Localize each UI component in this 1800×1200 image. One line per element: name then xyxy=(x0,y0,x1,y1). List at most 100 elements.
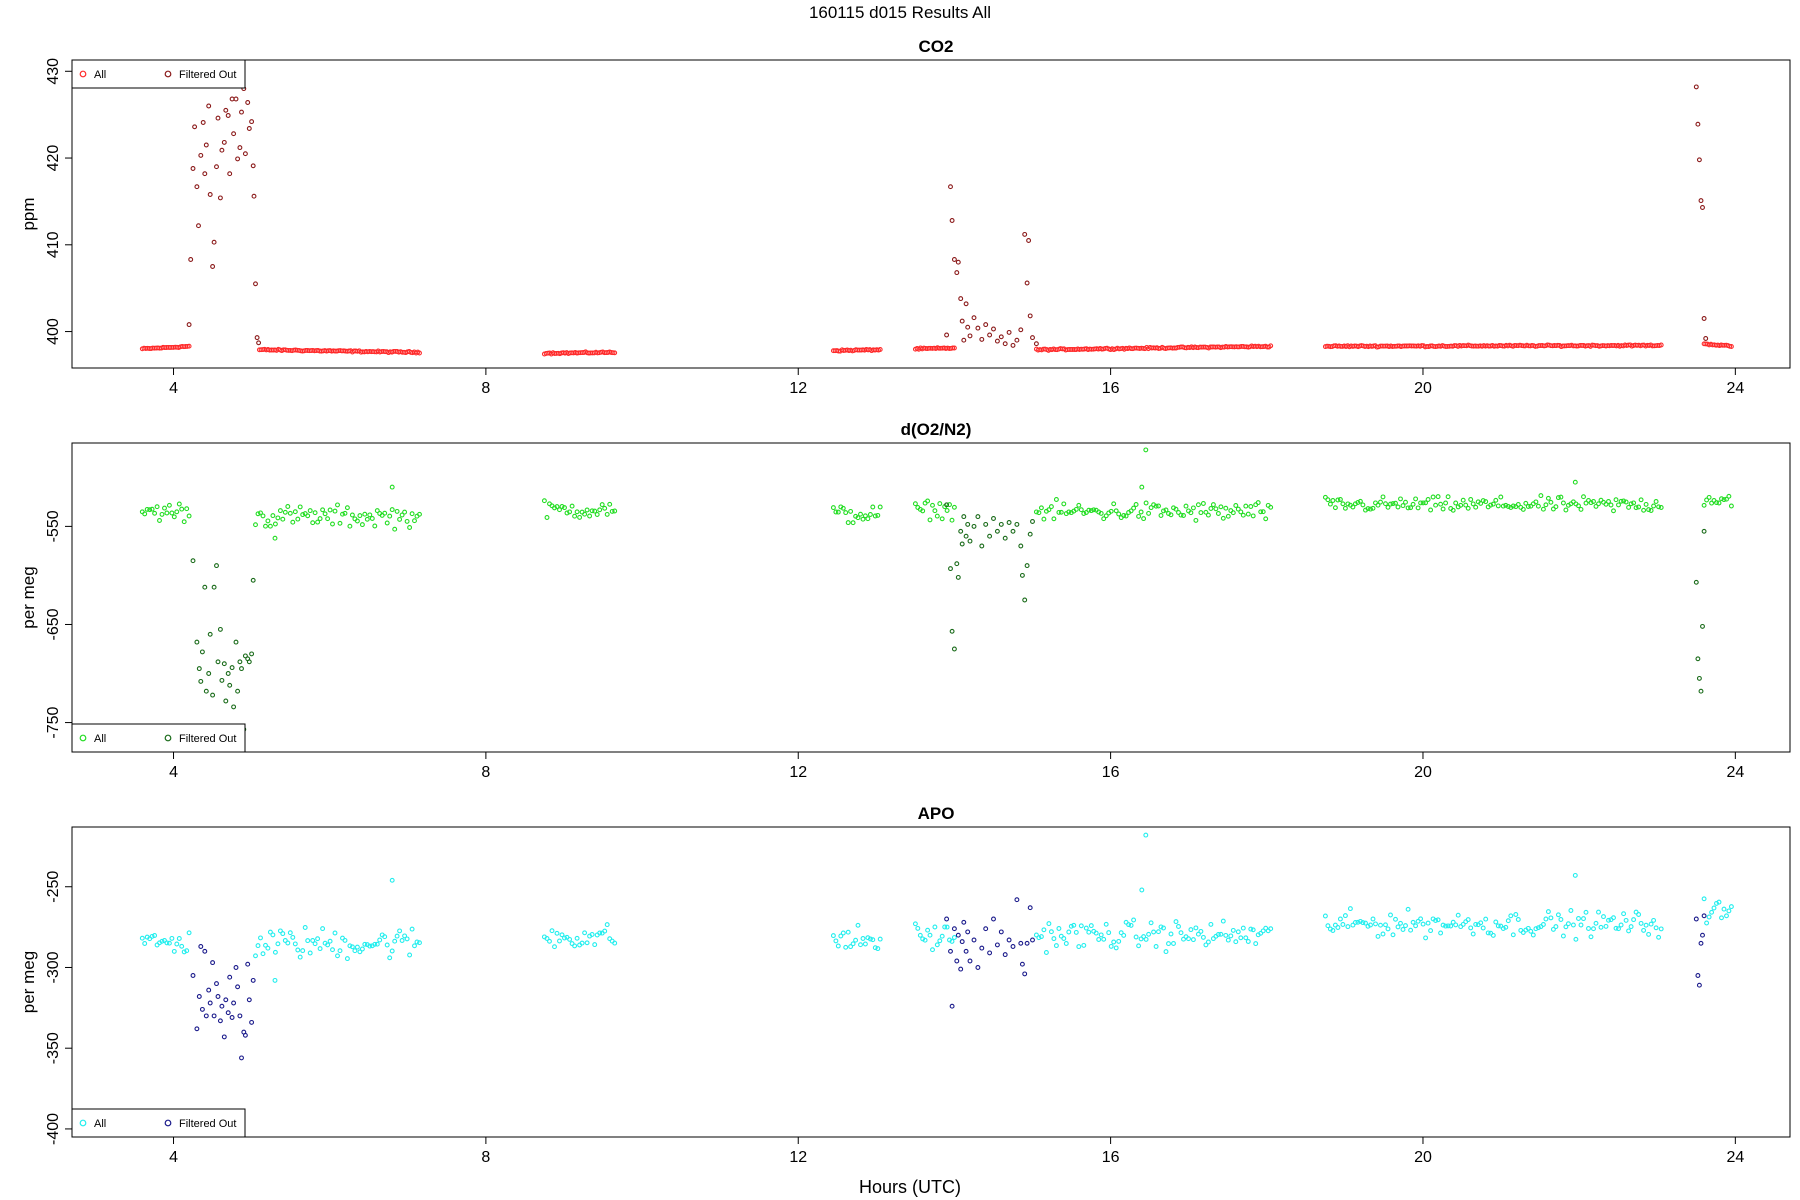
data-point xyxy=(991,916,996,922)
data-point xyxy=(1728,503,1734,509)
data-point xyxy=(1046,507,1052,513)
data-point xyxy=(1228,933,1234,939)
data-point xyxy=(1225,937,1231,943)
data-point xyxy=(392,526,398,532)
data-point xyxy=(1572,872,1578,878)
data-point xyxy=(320,507,326,513)
data-point xyxy=(1483,916,1489,922)
data-point xyxy=(1453,500,1459,506)
data-point xyxy=(1478,500,1484,506)
x-tick-label: 12 xyxy=(789,1149,807,1166)
data-point xyxy=(186,930,192,936)
data-point xyxy=(347,943,353,949)
data-point xyxy=(1066,509,1072,515)
data-point xyxy=(1116,511,1122,517)
data-point xyxy=(404,518,410,524)
data-point xyxy=(843,510,849,516)
data-point xyxy=(242,151,248,157)
data-point xyxy=(1245,939,1251,944)
data-point xyxy=(971,523,977,529)
data-point xyxy=(848,508,854,514)
data-point xyxy=(994,338,1000,344)
data-point xyxy=(965,324,971,330)
data-point xyxy=(1696,982,1702,988)
data-point xyxy=(203,688,209,694)
data-point xyxy=(554,504,560,510)
data-point xyxy=(1550,926,1556,932)
data-point xyxy=(349,512,355,518)
data-point xyxy=(1695,973,1701,978)
data-point xyxy=(1098,932,1104,938)
data-point xyxy=(412,943,417,949)
data-point xyxy=(1618,498,1624,504)
data-point xyxy=(1438,501,1444,507)
series-all xyxy=(139,832,1734,983)
data-point xyxy=(1126,922,1132,928)
data-point xyxy=(1398,496,1403,502)
data-point xyxy=(275,515,281,521)
data-point xyxy=(1468,497,1474,502)
data-point xyxy=(1347,906,1353,912)
data-point xyxy=(215,659,221,665)
data-point xyxy=(310,938,316,943)
data-point xyxy=(1030,937,1035,943)
data-point xyxy=(577,514,583,520)
data-point xyxy=(1220,918,1226,924)
data-point xyxy=(1428,928,1434,934)
data-point xyxy=(1027,313,1033,319)
data-point xyxy=(1203,509,1209,515)
data-point xyxy=(1533,926,1539,932)
data-point xyxy=(1493,497,1499,503)
data-point xyxy=(955,259,961,265)
data-point xyxy=(1728,904,1734,910)
data-point xyxy=(1240,512,1246,518)
data-point xyxy=(221,661,227,667)
data-point xyxy=(1395,924,1401,930)
data-point xyxy=(1248,504,1254,509)
data-point xyxy=(1006,329,1012,335)
data-point xyxy=(229,665,235,671)
data-point xyxy=(169,935,175,941)
data-point xyxy=(877,936,883,942)
data-point xyxy=(1048,929,1054,935)
data-point xyxy=(225,671,231,676)
data-point xyxy=(1515,502,1521,507)
data-point xyxy=(830,933,836,939)
data-point xyxy=(367,512,373,518)
data-point xyxy=(979,336,985,342)
data-point xyxy=(1026,238,1032,243)
data-point xyxy=(235,688,241,694)
data-point xyxy=(1061,936,1067,941)
data-point xyxy=(382,510,388,516)
data-point xyxy=(567,936,573,942)
data-point xyxy=(572,513,578,519)
data-point xyxy=(951,935,957,940)
data-point xyxy=(1151,929,1157,935)
data-point xyxy=(1505,918,1511,924)
data-point xyxy=(1337,916,1343,922)
plot-frame xyxy=(71,826,1791,1138)
data-point xyxy=(223,698,229,704)
data-point xyxy=(1093,930,1099,936)
data-point xyxy=(402,509,408,515)
data-point xyxy=(207,192,213,197)
data-point xyxy=(858,511,863,517)
data-point xyxy=(994,942,1000,948)
data-point xyxy=(1337,497,1343,502)
data-point xyxy=(1603,923,1609,929)
data-point xyxy=(1195,931,1201,937)
data-point xyxy=(1131,505,1137,511)
data-point xyxy=(1505,504,1511,509)
data-point xyxy=(1696,675,1702,681)
data-point xyxy=(152,933,158,938)
x-tick-label: 20 xyxy=(1414,764,1432,781)
data-point xyxy=(547,938,552,944)
data-point xyxy=(377,937,383,943)
data-point xyxy=(1245,511,1251,517)
data-point xyxy=(196,666,202,672)
data-point xyxy=(959,318,965,324)
data-point xyxy=(1623,917,1629,923)
data-point xyxy=(374,941,380,947)
data-point xyxy=(305,513,311,519)
data-point xyxy=(991,516,996,521)
